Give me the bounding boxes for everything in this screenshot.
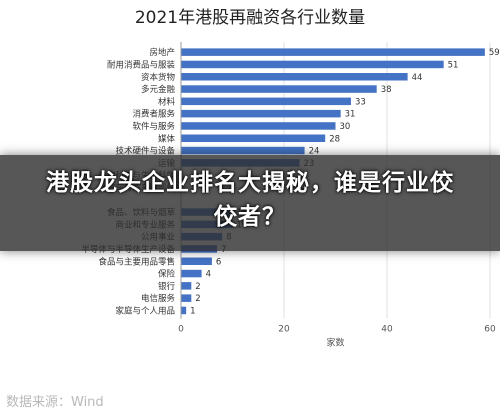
bar <box>181 73 408 81</box>
category-label: 保险 <box>158 269 176 280</box>
category-label: 软件与服务 <box>132 121 175 132</box>
bar <box>181 85 377 93</box>
x-tick-label: 60 <box>484 325 496 335</box>
data-label: 24 <box>309 147 320 157</box>
bar <box>181 269 202 278</box>
data-label: 6 <box>216 257 221 267</box>
category-label: 材料 <box>158 96 176 107</box>
data-label: 4 <box>206 270 211 280</box>
bar <box>181 60 444 69</box>
data-label: 33 <box>355 97 366 107</box>
data-label: 28 <box>329 134 340 144</box>
category-label: 资本货物 <box>141 72 176 83</box>
data-label: 1 <box>190 306 195 316</box>
category-label: 食品与主要用品零售 <box>98 256 175 267</box>
category-label: 技术硬件与设备 <box>115 146 175 157</box>
data-label: 51 <box>448 60 459 70</box>
data-label: 2 <box>195 282 200 292</box>
bar <box>181 294 192 302</box>
x-tick-label: 20 <box>278 325 290 335</box>
headline-overlay <box>0 155 500 251</box>
category-label: 多元金融 <box>141 84 176 95</box>
category-label: 房地产 <box>149 47 175 58</box>
data-label: 30 <box>340 122 351 132</box>
category-label: 消费者服务 <box>132 109 175 120</box>
source-note: 数据来源：Wind <box>6 395 104 410</box>
bar <box>181 122 336 130</box>
category-label: 银行 <box>158 281 176 292</box>
data-label: 38 <box>381 85 392 95</box>
data-label: 2 <box>195 294 200 304</box>
bar <box>181 97 351 106</box>
x-tick-label: 0 <box>178 325 184 335</box>
data-label: 59 <box>489 48 500 58</box>
data-label: 44 <box>412 73 423 83</box>
category-label: 家庭与个人用品 <box>115 305 175 316</box>
data-label: 31 <box>345 110 356 120</box>
category-label: 媒体 <box>158 133 176 144</box>
x-tick-label: 40 <box>381 325 393 335</box>
bar <box>181 134 326 142</box>
bar <box>181 257 212 265</box>
bar <box>181 109 341 118</box>
bar <box>181 48 485 56</box>
category-label: 耐用消费品与服装 <box>107 59 176 70</box>
chart-title: 2021年港股再融资各行业数量 <box>134 8 366 28</box>
headline-text: 港股龙头企业排名大揭秘，谁是行业佼佼者？ <box>46 170 454 230</box>
category-label: 电信服务 <box>141 293 176 304</box>
x-axis-label: 家数 <box>326 337 344 349</box>
bar <box>181 306 187 315</box>
bar <box>181 282 192 290</box>
bar <box>181 146 305 155</box>
